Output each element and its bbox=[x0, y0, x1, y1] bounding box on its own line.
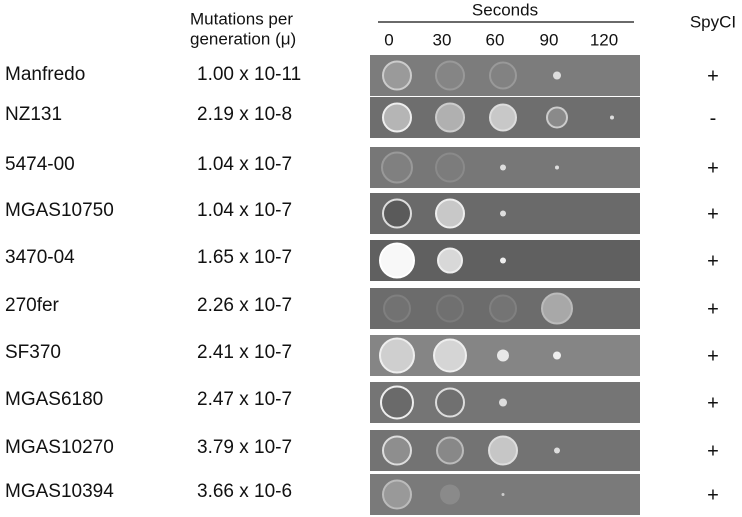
spyci-status: + bbox=[707, 484, 719, 506]
colony-spot bbox=[382, 60, 412, 91]
colony-spot bbox=[380, 385, 414, 420]
colony-spot bbox=[433, 338, 467, 373]
colony-spot bbox=[555, 165, 559, 170]
mutation-rate: 1.04 x 10-7 bbox=[197, 154, 292, 175]
mutation-rate: 2.41 x 10-7 bbox=[197, 342, 292, 363]
colony-spot bbox=[382, 102, 412, 133]
seconds-header: Seconds bbox=[472, 0, 538, 19]
colony-spot bbox=[440, 484, 460, 505]
colony-spot bbox=[541, 292, 573, 325]
mutation-rate: 2.47 x 10-7 bbox=[197, 389, 292, 410]
colony-spot bbox=[500, 257, 506, 264]
spyci-status: + bbox=[707, 157, 719, 179]
mutation-rate: 3.79 x 10-7 bbox=[197, 437, 292, 458]
strain-name: 270fer bbox=[5, 295, 60, 316]
colony-spot bbox=[546, 106, 568, 129]
strain-name: NZ131 bbox=[5, 104, 62, 125]
strain-name: 3470-04 bbox=[5, 247, 75, 268]
strain-name: 5474-00 bbox=[5, 154, 75, 175]
strain-name: MGAS10270 bbox=[5, 437, 114, 458]
colony-spot bbox=[437, 247, 463, 274]
time-label: 60 bbox=[486, 30, 505, 49]
spyci-status: - bbox=[710, 107, 717, 129]
spyci-status: + bbox=[707, 250, 719, 272]
strain-name: MGAS6180 bbox=[5, 389, 103, 410]
spyci-status: + bbox=[707, 65, 719, 87]
plate-strip bbox=[370, 474, 640, 515]
time-label: 90 bbox=[540, 30, 559, 49]
colony-spot bbox=[379, 337, 415, 374]
colony-spot bbox=[436, 436, 464, 465]
colony-spot bbox=[382, 435, 412, 466]
colony-spot bbox=[610, 115, 614, 120]
colony-spot bbox=[499, 398, 507, 407]
colony-spot bbox=[382, 479, 412, 510]
colony-spot bbox=[497, 349, 509, 362]
strain-name: MGAS10394 bbox=[5, 481, 114, 502]
mutations-header: Mutations per bbox=[190, 9, 293, 28]
colony-spot bbox=[489, 103, 517, 132]
spyci-header: SpyCI bbox=[690, 12, 736, 31]
colony-spot bbox=[500, 210, 506, 217]
spyci-status: + bbox=[707, 345, 719, 367]
colony-spot bbox=[553, 351, 561, 360]
colony-spot bbox=[379, 242, 415, 279]
colony-spot bbox=[554, 447, 560, 454]
spyci-status: + bbox=[707, 203, 719, 225]
mutation-rate: 1.00 x 10-11 bbox=[197, 64, 301, 85]
colony-spot bbox=[435, 102, 465, 133]
colony-spot bbox=[489, 61, 517, 90]
colony-spot bbox=[488, 435, 518, 466]
time-label: 120 bbox=[590, 30, 618, 49]
colony-spot bbox=[500, 164, 506, 171]
strain-name: SF370 bbox=[5, 342, 61, 363]
colony-spot bbox=[381, 151, 413, 184]
mutation-rate: 2.19 x 10-8 bbox=[197, 104, 292, 125]
mutations-header: generation (μ) bbox=[190, 29, 296, 48]
colony-spot bbox=[553, 71, 561, 80]
time-label: 0 bbox=[384, 30, 393, 49]
colony-spot bbox=[435, 60, 465, 91]
strain-name: MGAS10750 bbox=[5, 200, 114, 221]
colony-spot bbox=[435, 198, 465, 229]
mutation-rate: 2.26 x 10-7 bbox=[197, 295, 292, 316]
spyci-status: + bbox=[707, 298, 719, 320]
mutation-rate: 3.66 x 10-6 bbox=[197, 481, 292, 502]
colony-spot bbox=[489, 294, 517, 323]
strain-name: Manfredo bbox=[5, 64, 85, 85]
mutation-rate: 1.65 x 10-7 bbox=[197, 247, 292, 268]
colony-spot bbox=[435, 387, 465, 418]
time-label: 30 bbox=[433, 30, 452, 49]
colony-spot bbox=[383, 294, 411, 323]
mutation-rate: 1.04 x 10-7 bbox=[197, 200, 292, 221]
colony-spot bbox=[435, 152, 465, 183]
spyci-status: + bbox=[707, 392, 719, 414]
colony-spot bbox=[382, 198, 412, 229]
colony-spot bbox=[501, 493, 505, 496]
colony-spot bbox=[436, 294, 464, 323]
spyci-status: + bbox=[707, 440, 719, 462]
